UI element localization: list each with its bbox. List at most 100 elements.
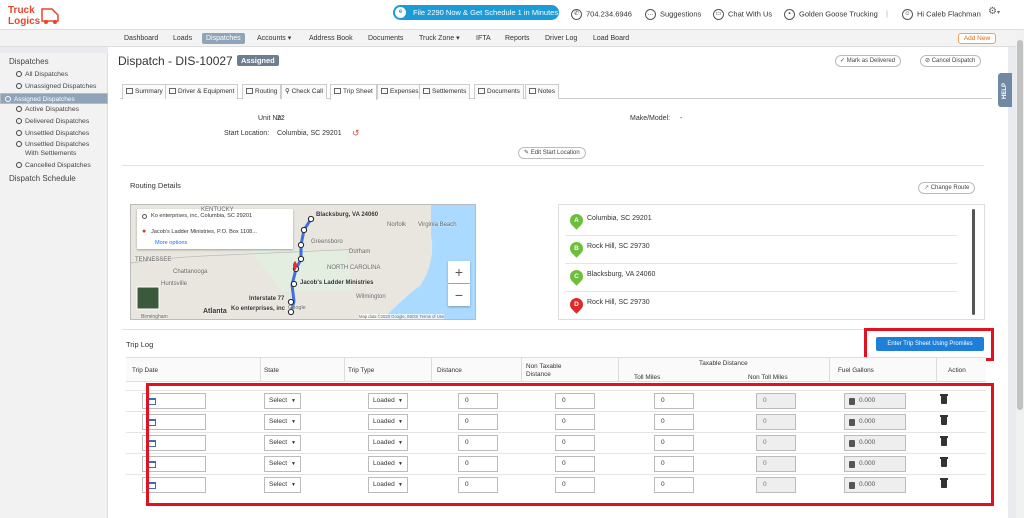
nav-dashboard[interactable]: Dashboard bbox=[124, 35, 159, 42]
mark-delivered-button[interactable]: ✓ Mark as Delivered bbox=[835, 55, 902, 67]
trip-type-select[interactable]: Loaded ▼ bbox=[368, 435, 408, 451]
tab-routing[interactable]: Routing bbox=[242, 84, 282, 99]
distance-input[interactable]: 0 bbox=[458, 414, 498, 430]
route-stop[interactable]: A Columbia, SC 29201 bbox=[565, 209, 957, 236]
sidebar-item-assigned[interactable]: Assigned Dispatches bbox=[0, 93, 108, 104]
trip-date-input[interactable] bbox=[142, 414, 206, 430]
trip-date-input[interactable] bbox=[142, 393, 206, 409]
phone-link[interactable]: ✆ 704.234.6946 bbox=[571, 9, 632, 20]
trash-icon[interactable] bbox=[940, 394, 948, 404]
tab-check-call[interactable]: ⚲ Check Call bbox=[281, 84, 328, 99]
fuel-gallons-input[interactable]: 0.000 bbox=[844, 414, 906, 430]
tab-notes[interactable]: Notes bbox=[525, 84, 559, 99]
more-options-link[interactable]: More options bbox=[155, 240, 188, 246]
company-link[interactable]: ▪ Golden Goose Trucking bbox=[784, 9, 878, 20]
map-zoom-out-icon[interactable]: − bbox=[448, 284, 470, 306]
route-stop[interactable]: B Rock Hill, SC 29730 bbox=[565, 237, 957, 264]
distance-input[interactable]: 0 bbox=[458, 477, 498, 493]
non-taxable-input[interactable]: 0 bbox=[555, 456, 595, 472]
page-scrollbar[interactable] bbox=[1016, 30, 1024, 518]
user-menu[interactable]: ☺ Hi Caleb Flachman bbox=[902, 9, 981, 20]
tab-driver-equipment[interactable]: Driver & Equipment bbox=[165, 84, 239, 99]
fuel-gallons-input[interactable]: 0.000 bbox=[844, 456, 906, 472]
fuel-gallons-input[interactable]: 0.000 bbox=[844, 435, 906, 451]
toll-miles-input[interactable]: 0 bbox=[654, 393, 694, 409]
map-zoom-in-icon[interactable]: + bbox=[448, 261, 470, 283]
tab-summary[interactable]: Summary bbox=[122, 84, 167, 99]
change-route-button[interactable]: ↗ Change Route bbox=[918, 182, 976, 194]
sidebar-item-label-2[interactable]: With Settlements bbox=[25, 150, 77, 157]
route-list-scrollbar[interactable] bbox=[972, 209, 975, 315]
state-select[interactable]: Select ▼ bbox=[264, 393, 301, 409]
trip-date-input[interactable] bbox=[142, 435, 206, 451]
settings-gear-icon[interactable]: ⚙▾ bbox=[988, 6, 1000, 17]
fuel-gallons-input[interactable]: 0.000 bbox=[844, 477, 906, 493]
tab-documents[interactable]: Documents bbox=[474, 84, 524, 99]
route-stop[interactable]: C Blacksburg, VA 24060 bbox=[565, 265, 957, 292]
trash-icon[interactable] bbox=[940, 478, 948, 488]
distance-input[interactable]: 0 bbox=[458, 393, 498, 409]
non-taxable-input[interactable]: 0 bbox=[555, 393, 595, 409]
trip-type-select[interactable]: Loaded ▼ bbox=[368, 393, 408, 409]
sidebar-item-unsettled[interactable]: Unsettled Dispatches bbox=[0, 129, 108, 138]
toll-miles-input[interactable]: 0 bbox=[654, 456, 694, 472]
cancel-dispatch-button[interactable]: ⊘ Cancel Dispatch bbox=[920, 55, 982, 67]
tab-trip-sheet[interactable]: Trip Sheet bbox=[330, 84, 377, 100]
nav-reports[interactable]: Reports bbox=[505, 35, 530, 42]
nav-accounts[interactable]: Accounts ▾ bbox=[257, 35, 292, 42]
tab-expenses[interactable]: Expenses bbox=[377, 84, 423, 99]
add-new-button[interactable]: Add New bbox=[958, 33, 996, 44]
sidebar-item-unsettled-with-settlements[interactable]: Unsettled Dispatches bbox=[0, 140, 108, 149]
nav-driver-log[interactable]: Driver Log bbox=[545, 35, 578, 42]
toll-miles-input[interactable]: 0 bbox=[654, 435, 694, 451]
enter-trip-sheet-promiles-button[interactable]: Enter Trip Sheet Using Promiles bbox=[876, 337, 984, 351]
trip-type-select[interactable]: Loaded ▼ bbox=[368, 414, 408, 430]
distance-input[interactable]: 0 bbox=[458, 435, 498, 451]
nav-loads[interactable]: Loads bbox=[173, 35, 193, 42]
nav-dispatches[interactable]: Dispatches bbox=[202, 33, 245, 44]
toll-miles-input[interactable]: 0 bbox=[654, 477, 694, 493]
scrollbar-thumb[interactable] bbox=[1017, 40, 1023, 410]
route-stop[interactable]: D Rock Hill, SC 29730 bbox=[565, 293, 957, 320]
map-attribution[interactable]: Map data ©2020 Google, INEGI Terms of Us… bbox=[359, 314, 445, 319]
chat-link[interactable]: ▭ Chat With Us bbox=[713, 9, 772, 20]
nav-documents[interactable]: Documents bbox=[368, 35, 404, 42]
nav-ifta[interactable]: IFTA bbox=[476, 35, 491, 42]
sidebar-section-dispatches[interactable]: Dispatches bbox=[9, 57, 49, 66]
fuel-gallons-input[interactable]: 0.000 bbox=[844, 393, 906, 409]
state-select[interactable]: Select ▼ bbox=[264, 414, 301, 430]
trash-icon[interactable] bbox=[940, 415, 948, 425]
state-select[interactable]: Select ▼ bbox=[264, 435, 301, 451]
nav-address-book[interactable]: Address Book bbox=[309, 35, 353, 42]
distance-input[interactable]: 0 bbox=[458, 456, 498, 472]
history-icon[interactable]: ↺ bbox=[352, 128, 360, 138]
toll-miles-input[interactable]: 0 bbox=[654, 414, 694, 430]
state-select[interactable]: Select ▼ bbox=[264, 477, 301, 493]
state-select[interactable]: Select ▼ bbox=[264, 456, 301, 472]
sidebar-section-schedule[interactable]: Dispatch Schedule bbox=[9, 174, 76, 183]
trash-icon[interactable] bbox=[940, 436, 948, 446]
directions-card[interactable]: Ko enterprises, inc, Columbia, SC 29201 … bbox=[137, 209, 293, 249]
non-taxable-input[interactable]: 0 bbox=[555, 435, 595, 451]
suggestions-link[interactable]: … Suggestions bbox=[645, 9, 701, 20]
trash-icon[interactable] bbox=[940, 457, 948, 467]
trip-date-input[interactable] bbox=[142, 456, 206, 472]
sidebar-item-cancelled[interactable]: Cancelled Dispatches bbox=[0, 161, 108, 170]
trip-type-select[interactable]: Loaded ▼ bbox=[368, 477, 408, 493]
nav-truck-zone[interactable]: Truck Zone ▾ bbox=[419, 35, 460, 42]
sidebar-item-delivered[interactable]: Delivered Dispatches bbox=[0, 117, 108, 126]
promo-banner[interactable]: e File 2290 Now & Get Schedule 1 in Minu… bbox=[393, 5, 559, 20]
nav-load-board[interactable]: Load Board bbox=[593, 35, 630, 42]
help-tab[interactable]: HELP bbox=[998, 73, 1012, 107]
trip-date-input[interactable] bbox=[142, 477, 206, 493]
trucklogics-logo[interactable]: Truck Logics bbox=[8, 3, 62, 27]
tab-settlements[interactable]: Settlements bbox=[419, 84, 471, 99]
non-taxable-input[interactable]: 0 bbox=[555, 414, 595, 430]
non-taxable-input[interactable]: 0 bbox=[555, 477, 595, 493]
sidebar-item-active[interactable]: Active Dispatches bbox=[0, 105, 108, 114]
trip-type-select[interactable]: Loaded ▼ bbox=[368, 456, 408, 472]
edit-start-location-button[interactable]: ✎ Edit Start Location bbox=[518, 147, 586, 159]
sidebar-item-all[interactable]: All Dispatches bbox=[0, 70, 108, 79]
route-map[interactable]: Ko enterprises, inc, Columbia, SC 29201 … bbox=[130, 204, 476, 320]
sidebar-item-unassigned[interactable]: Unassigned Dispatches bbox=[0, 82, 108, 91]
